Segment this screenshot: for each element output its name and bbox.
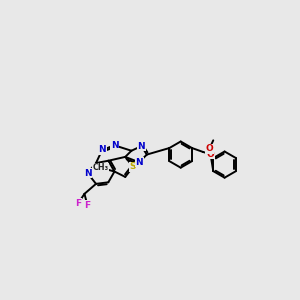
Text: O: O [207, 150, 214, 159]
Text: N: N [98, 146, 106, 154]
Text: N: N [138, 142, 145, 151]
Text: O: O [206, 144, 213, 153]
Text: F: F [85, 201, 91, 210]
Text: N: N [135, 158, 143, 167]
Text: F: F [75, 199, 81, 208]
Text: CH₃: CH₃ [93, 163, 109, 172]
Text: S: S [130, 162, 136, 171]
Text: N: N [84, 169, 91, 178]
Text: N: N [111, 141, 118, 150]
